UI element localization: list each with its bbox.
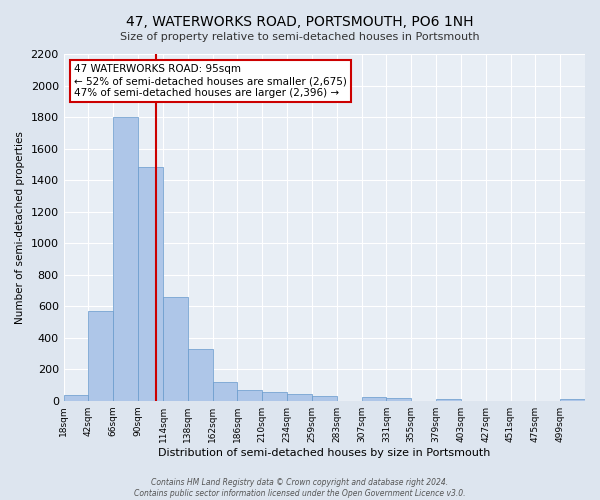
Bar: [238, 390, 262, 400]
Bar: [287, 394, 312, 400]
Text: 47, WATERWORKS ROAD, PORTSMOUTH, PO6 1NH: 47, WATERWORKS ROAD, PORTSMOUTH, PO6 1NH: [126, 15, 474, 29]
Bar: [212, 382, 238, 400]
Bar: [138, 168, 163, 400]
Bar: [386, 398, 411, 400]
Bar: [163, 296, 188, 401]
Bar: [64, 395, 88, 400]
Bar: [113, 117, 138, 401]
Text: Contains HM Land Registry data © Crown copyright and database right 2024.
Contai: Contains HM Land Registry data © Crown c…: [134, 478, 466, 498]
Bar: [312, 396, 337, 400]
Bar: [362, 397, 386, 400]
Bar: [188, 350, 212, 401]
Bar: [88, 311, 113, 400]
Bar: [262, 392, 287, 400]
Bar: [436, 399, 461, 400]
Text: Size of property relative to semi-detached houses in Portsmouth: Size of property relative to semi-detach…: [120, 32, 480, 42]
X-axis label: Distribution of semi-detached houses by size in Portsmouth: Distribution of semi-detached houses by …: [158, 448, 491, 458]
Y-axis label: Number of semi-detached properties: Number of semi-detached properties: [15, 131, 25, 324]
Bar: [560, 399, 585, 400]
Text: 47 WATERWORKS ROAD: 95sqm
← 52% of semi-detached houses are smaller (2,675)
47% : 47 WATERWORKS ROAD: 95sqm ← 52% of semi-…: [74, 64, 347, 98]
